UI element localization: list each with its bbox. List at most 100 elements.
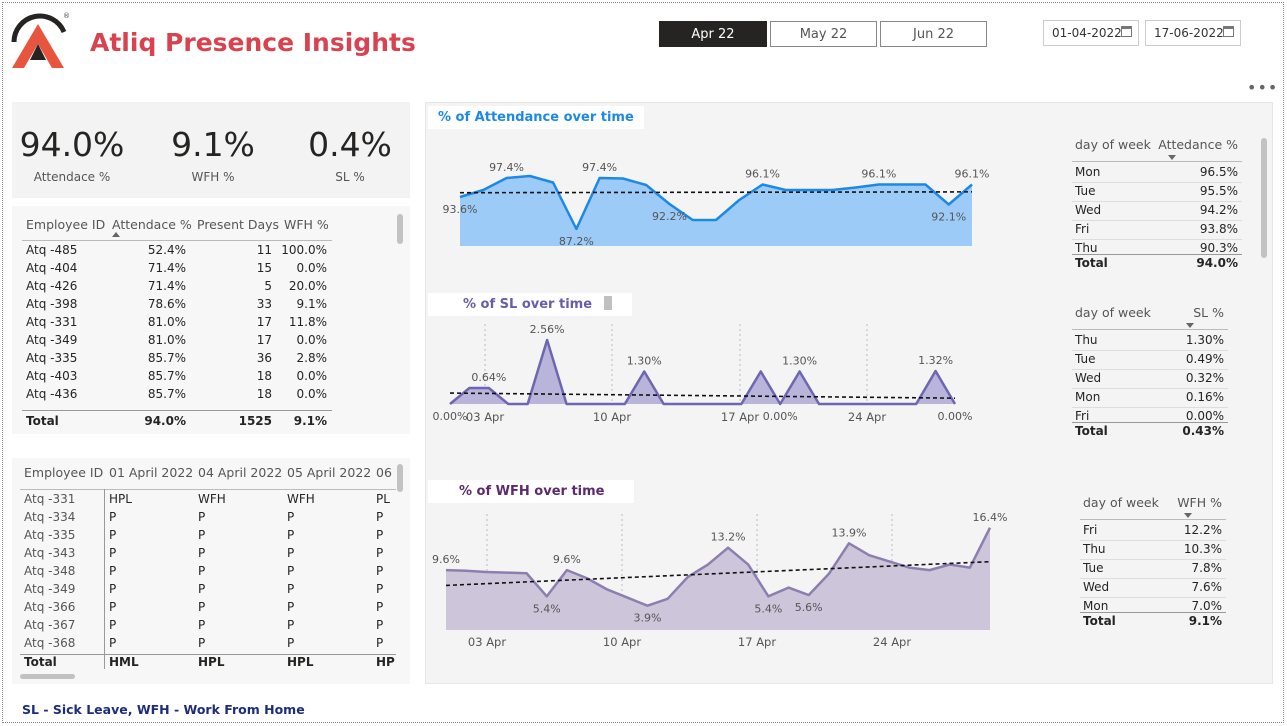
month-button-jun[interactable]: Jun 22 (880, 21, 987, 47)
table-cell: 18 (256, 369, 272, 383)
calendar-icon[interactable] (1223, 26, 1234, 37)
table-row[interactable]: Atq -426 71.4% 5 20.0% (26, 279, 336, 296)
table-cell: 85.7% (147, 351, 186, 365)
dow-total-value: 0.43% (1182, 424, 1224, 438)
table-cell: 17 (256, 333, 272, 347)
month-button-may[interactable]: May 22 (770, 21, 877, 47)
table-cell: Atq -485 (26, 243, 78, 257)
total-wfh: 9.1% (293, 414, 327, 428)
matrix-cell: P (287, 582, 295, 596)
dow-day: Fri (1075, 222, 1090, 236)
matrix-col-date2[interactable]: 04 April 2022 (198, 465, 283, 480)
col-present-days[interactable]: Present Days (197, 217, 280, 232)
matrix-cell: P (109, 618, 117, 632)
matrix-cell: Atq -343 (24, 546, 76, 560)
table-cell: Atq -335 (26, 351, 78, 365)
month-button-apr[interactable]: Apr 22 (659, 21, 767, 47)
matrix-row[interactable]: Atq -348 P P P P (24, 564, 396, 581)
x-tick-label: 24 Apr (848, 410, 886, 424)
table-cell: Atq -349 (26, 333, 78, 347)
dow-value: 93.8% (1199, 222, 1238, 236)
matrix-col-date3[interactable]: 05 April 2022 (287, 465, 372, 480)
dow-attendance-scrollbar[interactable] (1261, 138, 1267, 258)
table-row[interactable]: Atq -349 81.0% 17 0.0% (26, 333, 336, 350)
data-label: 16.4% (973, 512, 1008, 524)
sl-chart[interactable]: 0.00% 0.64% 2.56% 1.30% 0.00% 1.30% 1.32% 0.00%… (430, 322, 990, 432)
dow-day: Wed (1083, 580, 1110, 594)
start-date-input[interactable]: 01-04-2022 (1043, 20, 1139, 46)
dow-value: 1.30% (1185, 333, 1224, 347)
table-row[interactable]: Atq -403 85.7% 18 0.0% (26, 369, 336, 386)
data-label: 13.9% (831, 526, 866, 539)
focus-mode-icon[interactable] (604, 296, 612, 310)
matrix-col-date4[interactable]: 06 A (376, 465, 394, 480)
matrix-col-date1[interactable]: 01 April 2022 (109, 465, 194, 480)
area-fill (450, 340, 955, 404)
dow-col-day: day of week (1075, 305, 1151, 320)
matrix-cell: P (109, 582, 117, 596)
matrix-total-d4: HP (376, 655, 395, 669)
matrix-cell: P (198, 618, 206, 632)
matrix-cell: Atq -368 (24, 636, 76, 650)
x-tick-label: 17 Apr (738, 635, 776, 649)
more-options-icon[interactable]: ••• (1247, 78, 1279, 97)
table-cell: 0.0% (296, 333, 328, 347)
attendance-chart-title: % of Attendance over time (428, 106, 644, 129)
dow-day: Tue (1075, 352, 1096, 366)
dow-day: Mon (1075, 165, 1101, 179)
table-row[interactable]: Atq -485 52.4% 11 100.0% (26, 243, 336, 260)
table-cell: 85.7% (147, 369, 186, 383)
table-row[interactable]: Atq -436 85.7% 18 0.0% (26, 387, 336, 404)
wfh-chart[interactable]: 9.6% 5.4% 9.6% 3.9% 13.2% 5.4% 5.6% 13.9% 16.4% 0… (430, 512, 1010, 657)
dow-value: 95.5% (1199, 184, 1238, 198)
matrix-col-employee[interactable]: Employee ID (24, 465, 104, 480)
matrix-cell: P (376, 528, 384, 542)
col-wfh[interactable]: WFH % (284, 217, 329, 232)
matrix-cell: P (376, 636, 384, 650)
data-label: 0.00% (763, 410, 798, 423)
matrix-row[interactable]: Atq -343 P P P P (24, 546, 396, 563)
matrix-vscrollbar[interactable] (397, 464, 403, 492)
matrix-row[interactable]: Atq -367 P P P P (24, 618, 396, 635)
col-attendance[interactable]: Attendace % (112, 217, 192, 232)
matrix-cell: Atq -349 (24, 582, 76, 596)
dow-value: 7.0% (1191, 599, 1223, 613)
total-label: Total (26, 414, 59, 428)
matrix-row[interactable]: Atq -366 P P P P (24, 600, 396, 617)
data-label: 96.1% (861, 168, 896, 181)
matrix-row[interactable]: Atq -335 P P P P (24, 528, 396, 545)
end-date-input[interactable]: 17-06-2022 (1145, 20, 1241, 46)
table-row[interactable]: Atq -404 71.4% 15 0.0% (26, 261, 336, 278)
data-label: 5.6% (795, 601, 823, 614)
table-row[interactable]: Atq -398 78.6% 33 9.1% (26, 297, 336, 314)
table-row[interactable]: Atq -331 81.0% 17 11.8% (26, 315, 336, 332)
table-cell: 81.0% (147, 315, 186, 329)
x-tick-label: 17 Apr (721, 410, 759, 424)
x-tick-label: 03 Apr (466, 410, 504, 424)
dow-col-day: day of week (1075, 137, 1151, 152)
trend-line (459, 191, 973, 194)
matrix-cell: WFH (198, 492, 226, 506)
data-label: 5.4% (533, 602, 561, 615)
table-cell: Atq -403 (26, 369, 78, 383)
matrix-cell: WFH (287, 492, 315, 506)
matrix-row[interactable]: Atq -331 HPL WFH WFH PL (24, 492, 396, 509)
matrix-hscrollbar[interactable] (20, 674, 75, 679)
col-employee-id[interactable]: Employee ID (26, 217, 106, 232)
dow-col-value: SL % (1193, 305, 1224, 320)
matrix-row[interactable]: Atq -368 P P P P (24, 636, 396, 653)
x-tick-label: 03 Apr (468, 635, 506, 649)
attendance-chart[interactable]: 93.6% 97.4% 87.2% 97.4% 92.2% 96.1% 96.1% 92.1%… (430, 140, 990, 270)
calendar-icon[interactable] (1121, 26, 1132, 37)
dow-day: Fri (1075, 409, 1090, 423)
table-cell: 71.4% (147, 279, 186, 293)
table-cell: 11 (256, 243, 272, 257)
table-cell: 36 (256, 351, 272, 365)
x-tick-label: 10 Apr (593, 410, 631, 424)
matrix-row[interactable]: Atq -334 P P P P (24, 510, 396, 527)
dow-total-label: Total (1075, 424, 1108, 438)
table-cell: 33 (256, 297, 272, 311)
table-row[interactable]: Atq -335 85.7% 36 2.8% (26, 351, 336, 368)
employee-table-scrollbar[interactable] (397, 214, 403, 244)
matrix-row[interactable]: Atq -349 P P P P (24, 582, 396, 599)
